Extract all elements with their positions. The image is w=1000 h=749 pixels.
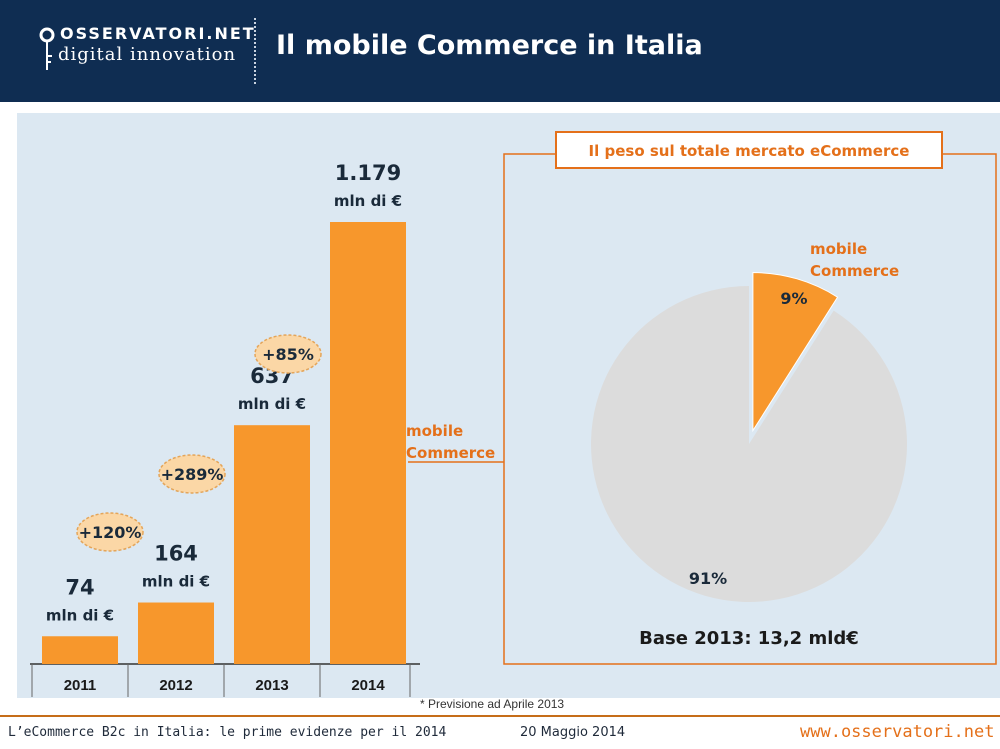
pie-slice-label: Commerce xyxy=(810,262,899,280)
footer-divider xyxy=(0,715,1000,717)
pie-base-label: Base 2013: 13,2 mld€ xyxy=(639,628,859,649)
bar-value-label: 74 xyxy=(65,575,94,599)
pie-slice xyxy=(591,286,907,603)
growth-bubble xyxy=(254,334,322,374)
bar xyxy=(330,222,406,664)
bar-value-label: 1.179 xyxy=(335,161,401,185)
bar xyxy=(138,602,214,664)
footer-website-link[interactable]: www.osservatori.net xyxy=(800,722,995,742)
header-divider xyxy=(254,18,256,84)
page-title: Il mobile Commerce in Italia xyxy=(276,30,703,61)
series-label: Commerce xyxy=(406,444,495,462)
bar-unit-label: mln di € xyxy=(334,192,402,210)
x-tick-label: 2013 xyxy=(255,677,288,694)
x-tick-label: 2011 xyxy=(64,677,97,694)
growth-label: +85% xyxy=(262,345,314,364)
header-bar: OSSERVATORI.NET digital innovation Il mo… xyxy=(0,0,1000,102)
logo-text-top: OSSERVATORI.NET xyxy=(60,24,256,43)
footnote: * Previsione ad Aprile 2013 xyxy=(420,697,565,711)
bar xyxy=(42,636,118,664)
pie-slice xyxy=(752,272,839,433)
bar-unit-label: mln di € xyxy=(46,606,114,624)
pie-slice-label: mobile xyxy=(810,240,867,258)
pie-value-label: 9% xyxy=(780,289,807,308)
footer-presentation-title: L’eCommerce B2c in Italia: le prime evid… xyxy=(8,725,447,740)
growth-label: +120% xyxy=(79,523,142,542)
bar-unit-label: mln di € xyxy=(142,573,210,591)
x-tick-label: 2012 xyxy=(159,677,192,694)
series-label: mobile xyxy=(406,422,463,440)
logo-text-bottom: digital innovation xyxy=(58,44,237,65)
footer-date: 20 Maggio 2014 xyxy=(520,725,626,740)
key-logo-icon xyxy=(39,27,55,70)
pie-title-box xyxy=(555,131,943,169)
growth-bubble xyxy=(76,512,144,552)
bar xyxy=(234,425,310,664)
growth-label: +289% xyxy=(161,465,224,484)
x-tick-label: 2014 xyxy=(351,677,385,694)
growth-bubble xyxy=(158,454,226,494)
bar-value-label: 164 xyxy=(154,542,198,566)
bar-unit-label: mln di € xyxy=(238,395,306,413)
pie-value-label: 91% xyxy=(689,569,727,588)
pie-title: Il peso sul totale mercato eCommerce xyxy=(589,142,910,160)
